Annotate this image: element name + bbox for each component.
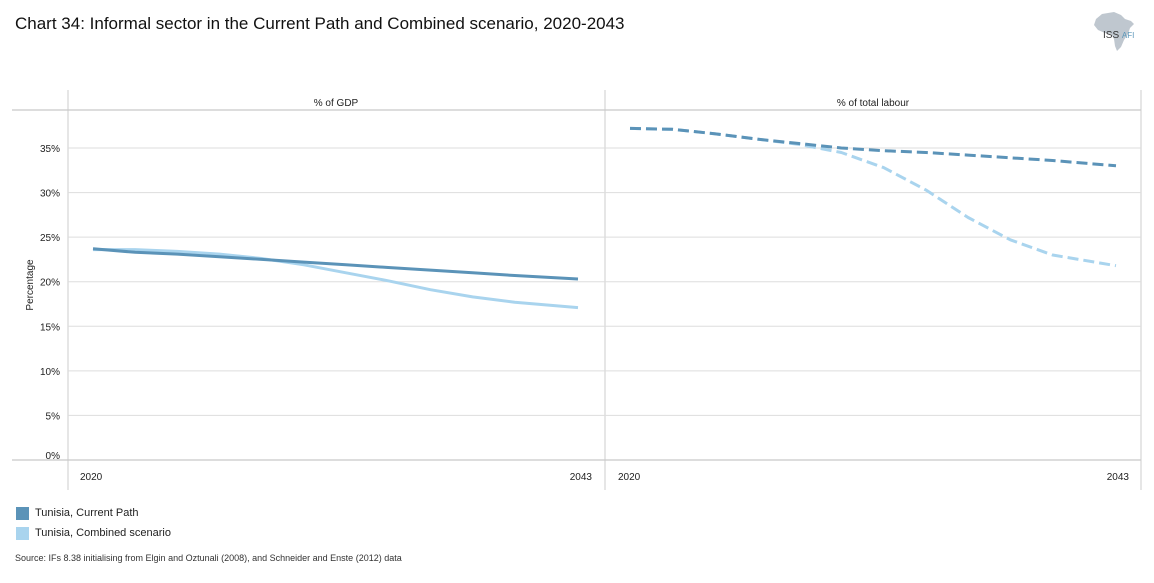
panel-title-labour: % of total labour	[837, 98, 910, 109]
logo-main-text: ISS	[1103, 30, 1120, 41]
y-axis-label: Percentage	[25, 259, 36, 311]
source-note: Source: IFs 8.38 initialising from Elgin…	[15, 553, 402, 563]
y-tick-label: 10%	[40, 367, 60, 378]
series-line-current-path-panel-1[interactable]	[92, 247, 579, 281]
y-tick-label: 15%	[40, 322, 60, 333]
chart-canvas: % of GDP % of total labour 0% 5% 10% 15% 20%…	[12, 90, 1142, 490]
panel-title-gdp: % of GDP	[314, 98, 359, 109]
legend: Tunisia, Current Path Tunisia, Combined …	[16, 503, 171, 543]
y-tick-label: 5%	[46, 411, 61, 422]
y-tick-label: 30%	[40, 189, 60, 200]
chart-title: Chart 34: Informal sector in the Current…	[15, 14, 625, 33]
legend-item-combined[interactable]: Tunisia, Combined scenario	[16, 523, 171, 543]
x-tick-gdp-end: 2043	[570, 472, 593, 483]
logo-sub-text: AFI	[1121, 31, 1135, 40]
y-tick-label: 20%	[40, 278, 60, 289]
legend-swatch-combined	[16, 526, 29, 540]
series-lines	[92, 126, 1117, 310]
legend-swatch-current-path	[16, 506, 29, 520]
logo-text: ISS AFI	[1103, 30, 1134, 41]
legend-item-current-path[interactable]: Tunisia, Current Path	[16, 503, 171, 523]
y-tick-labels: 0% 5% 10% 15% 20% 25% 30% 35%	[40, 144, 60, 462]
x-tick-gdp-start: 2020	[80, 472, 103, 483]
y-tick-label: 25%	[40, 233, 60, 244]
legend-label: Tunisia, Combined scenario	[35, 527, 171, 539]
y-tick-label: 0%	[46, 451, 61, 462]
y-tick-label: 35%	[40, 144, 60, 155]
x-tick-labour-end: 2043	[1107, 472, 1130, 483]
africa-map-icon	[1094, 12, 1134, 51]
series-line-combined-panel-1[interactable]	[93, 248, 579, 310]
legend-label: Tunisia, Current Path	[35, 507, 139, 519]
series-line-current-path-panel-2[interactable]	[629, 126, 1117, 168]
x-tick-labour-start: 2020	[618, 472, 641, 483]
gridlines	[68, 147, 1141, 416]
